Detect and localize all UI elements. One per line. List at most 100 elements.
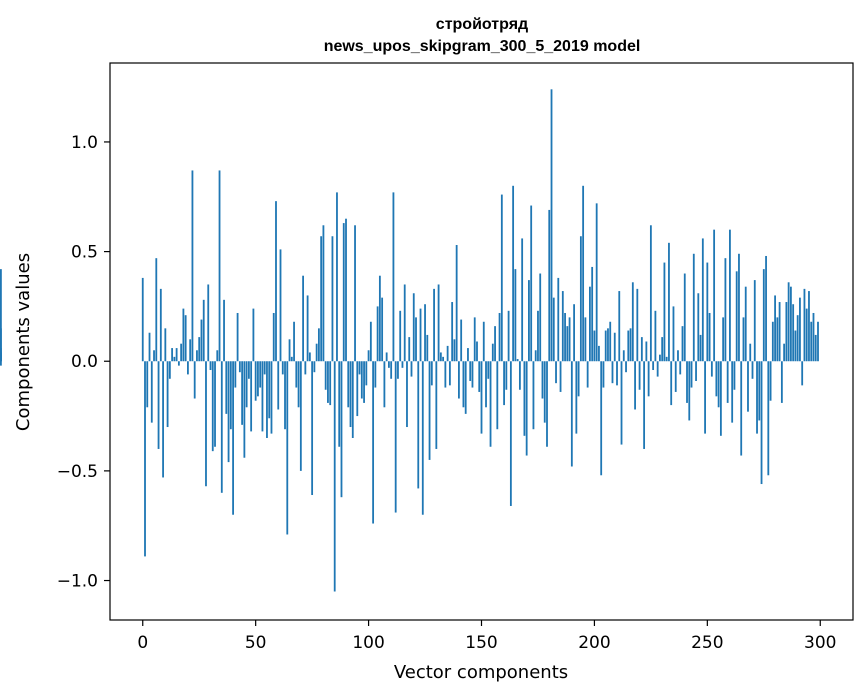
x-tick-label: 150 xyxy=(465,633,497,653)
bar-184 xyxy=(557,277,560,362)
bar-159 xyxy=(500,194,503,362)
bar-173 xyxy=(532,361,535,430)
bar-150 xyxy=(480,361,483,434)
bar-20 xyxy=(187,361,189,375)
bar-22 xyxy=(191,170,194,362)
bar-239 xyxy=(681,326,684,362)
bar-12 xyxy=(168,361,171,379)
bar-108 xyxy=(385,352,388,362)
bar-34 xyxy=(218,170,221,362)
bar-15 xyxy=(175,348,178,362)
bar-286 xyxy=(787,282,790,362)
bar-190 xyxy=(570,361,573,467)
bar-222 xyxy=(643,361,646,449)
bar-19 xyxy=(184,315,187,362)
bar-143 xyxy=(464,361,467,414)
bar-76 xyxy=(313,361,316,373)
bar-27 xyxy=(202,299,205,362)
bar-36 xyxy=(223,299,225,362)
bar-263 xyxy=(735,271,738,362)
bar-181 xyxy=(550,89,553,362)
bar-272 xyxy=(756,361,758,434)
bar-261 xyxy=(731,361,734,423)
bar-290 xyxy=(796,315,799,362)
bar-206 xyxy=(607,328,609,362)
bar-241 xyxy=(686,361,688,403)
bar-17 xyxy=(180,343,183,362)
bar-37 xyxy=(225,361,228,414)
bar-161 xyxy=(505,361,508,390)
bar-202 xyxy=(598,345,600,362)
bar-105 xyxy=(378,275,381,362)
bar-21 xyxy=(189,339,192,362)
bar-39 xyxy=(229,361,232,430)
bar-247 xyxy=(699,334,702,362)
bar-13 xyxy=(171,348,174,362)
bar-33 xyxy=(216,350,219,362)
bar-185 xyxy=(559,361,562,392)
bar-267 xyxy=(744,286,747,362)
bar-52 xyxy=(259,361,262,388)
bar-172 xyxy=(530,205,533,362)
chart-title-line-1: стройотряд xyxy=(436,16,528,33)
bar-294 xyxy=(805,308,808,362)
bar-101 xyxy=(369,321,372,362)
bar-289 xyxy=(794,330,797,362)
bar-6 xyxy=(155,258,158,362)
bar-210 xyxy=(616,361,618,386)
bar-43 xyxy=(238,361,241,373)
bar-211 xyxy=(618,291,621,362)
bar-38 xyxy=(227,361,230,463)
bar-93 xyxy=(351,361,354,438)
bar-50 xyxy=(254,361,257,401)
bar-79 xyxy=(320,236,323,362)
bar-226 xyxy=(652,361,655,371)
bar-156 xyxy=(494,326,496,362)
bar-153 xyxy=(487,361,490,379)
bar-8 xyxy=(159,288,162,362)
bar-120 xyxy=(412,293,415,362)
bar-234 xyxy=(670,361,673,406)
bar-78 xyxy=(317,328,320,362)
bar-100 xyxy=(367,350,370,362)
bar-276 xyxy=(765,255,767,362)
bar-69 xyxy=(297,361,300,408)
bar-31 xyxy=(211,361,214,452)
bar-292 xyxy=(801,361,804,386)
bar-134 xyxy=(444,361,447,388)
bar-277 xyxy=(767,361,770,476)
bar-282 xyxy=(778,302,781,362)
bar-299 xyxy=(817,321,819,362)
bar-41 xyxy=(234,361,237,388)
bar-127 xyxy=(428,361,431,460)
bar-115 xyxy=(401,361,404,368)
bar-23 xyxy=(193,361,196,399)
bar-136 xyxy=(448,361,451,386)
bar-170 xyxy=(525,361,528,456)
bar-154 xyxy=(489,361,492,447)
bar-244 xyxy=(692,253,695,362)
bar-284 xyxy=(783,343,786,362)
bar-2 xyxy=(146,361,149,408)
bar-24 xyxy=(196,350,198,362)
bar-291 xyxy=(799,297,801,362)
bar-112 xyxy=(394,361,397,513)
bar-121 xyxy=(415,317,417,362)
bar-89 xyxy=(342,223,345,362)
bar-169 xyxy=(523,361,526,436)
bar-82 xyxy=(327,361,329,403)
bar-110 xyxy=(390,361,393,379)
bar-265 xyxy=(740,361,743,456)
bar-113 xyxy=(397,361,399,379)
bar-205 xyxy=(604,330,607,362)
bar-42 xyxy=(236,312,239,362)
bar-280 xyxy=(774,295,776,362)
bar-221 xyxy=(640,337,643,362)
bar-216 xyxy=(629,328,632,362)
bar-174 xyxy=(534,350,537,362)
bar-197 xyxy=(586,361,589,388)
bar-77 xyxy=(315,343,318,362)
bar-11 xyxy=(166,361,169,428)
bar-111 xyxy=(392,192,395,362)
bar-203 xyxy=(600,361,603,476)
